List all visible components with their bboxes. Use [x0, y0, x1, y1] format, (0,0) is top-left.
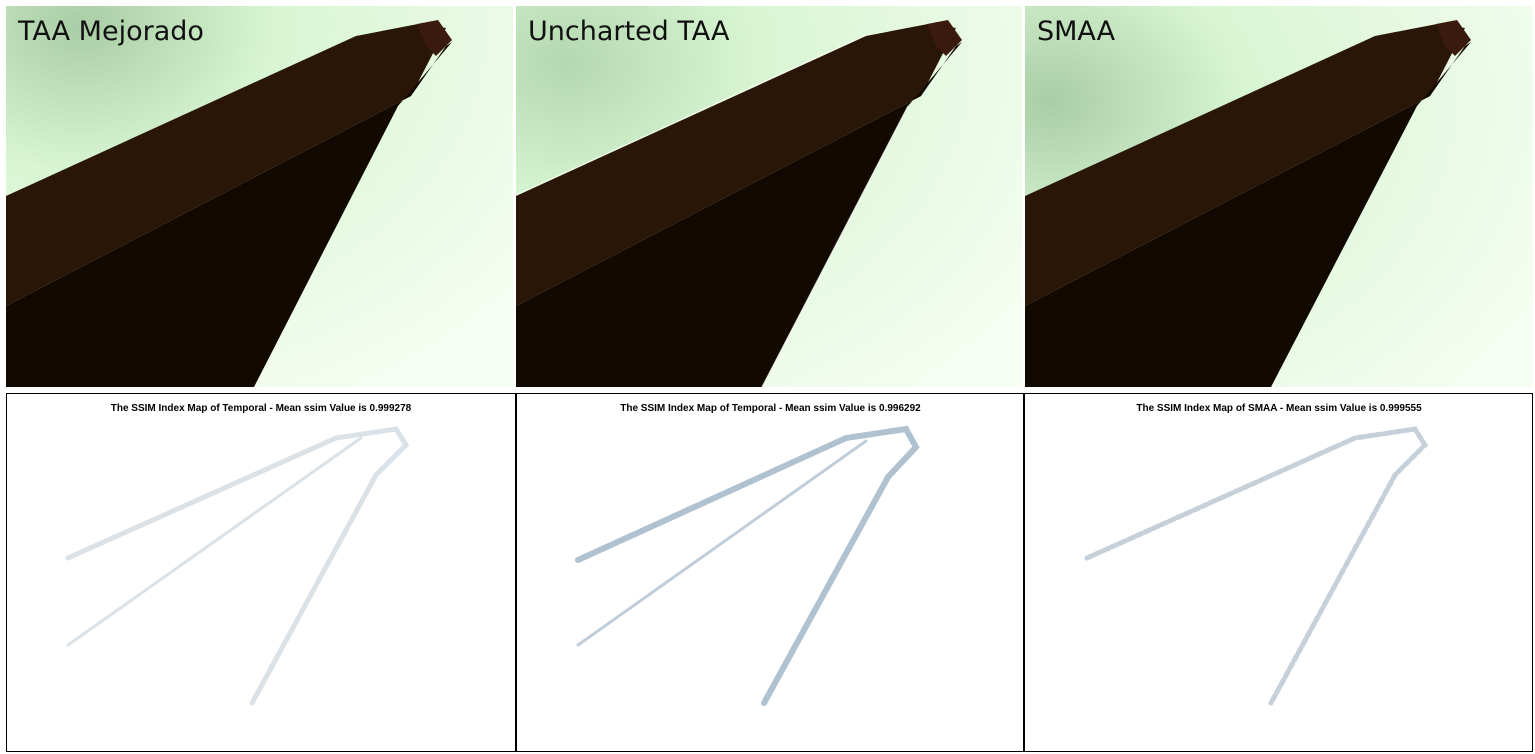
scene-image [516, 6, 1022, 387]
scene-image [6, 6, 513, 387]
render-panel-uncharted-taa: Uncharted TAA [516, 6, 1022, 387]
ssim-map-title: The SSIM Index Map of SMAA - Mean ssim V… [1136, 403, 1422, 414]
ssim-map-image [1084, 426, 1429, 706]
ssim-map-image [575, 425, 920, 706]
ssim-map-image [65, 426, 410, 706]
ssim-map-title: The SSIM Index Map of Temporal - Mean ss… [620, 403, 921, 414]
ssim-divider [1023, 393, 1025, 752]
panel-label: Uncharted TAA [528, 16, 730, 47]
panel-label: TAA Mejorado [18, 16, 204, 47]
ssim-map-temporal-uncharted-taa: The SSIM Index Map of Temporal - Mean ss… [516, 393, 1025, 752]
ssim-map-smaa: The SSIM Index Map of SMAA - Mean ssim V… [1025, 393, 1533, 752]
ssim-map-title: The SSIM Index Map of Temporal - Mean ss… [110, 403, 412, 414]
render-panel-smaa: SMAA [1025, 6, 1533, 387]
panel-label: SMAA [1037, 16, 1116, 47]
ssim-divider [515, 393, 517, 752]
render-panel-taa-mejorado: TAA Mejorado [6, 6, 513, 387]
scene-image [1025, 6, 1533, 387]
ssim-map-temporal-taa-mejorado: The SSIM Index Map of Temporal - Mean ss… [6, 393, 516, 752]
